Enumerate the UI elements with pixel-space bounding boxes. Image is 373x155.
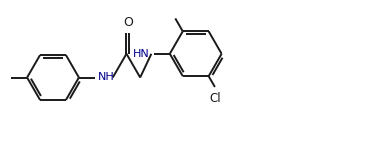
Text: NH: NH <box>98 73 115 82</box>
Text: Cl: Cl <box>209 92 221 105</box>
Text: O: O <box>123 16 133 29</box>
Text: HN: HN <box>133 49 150 59</box>
